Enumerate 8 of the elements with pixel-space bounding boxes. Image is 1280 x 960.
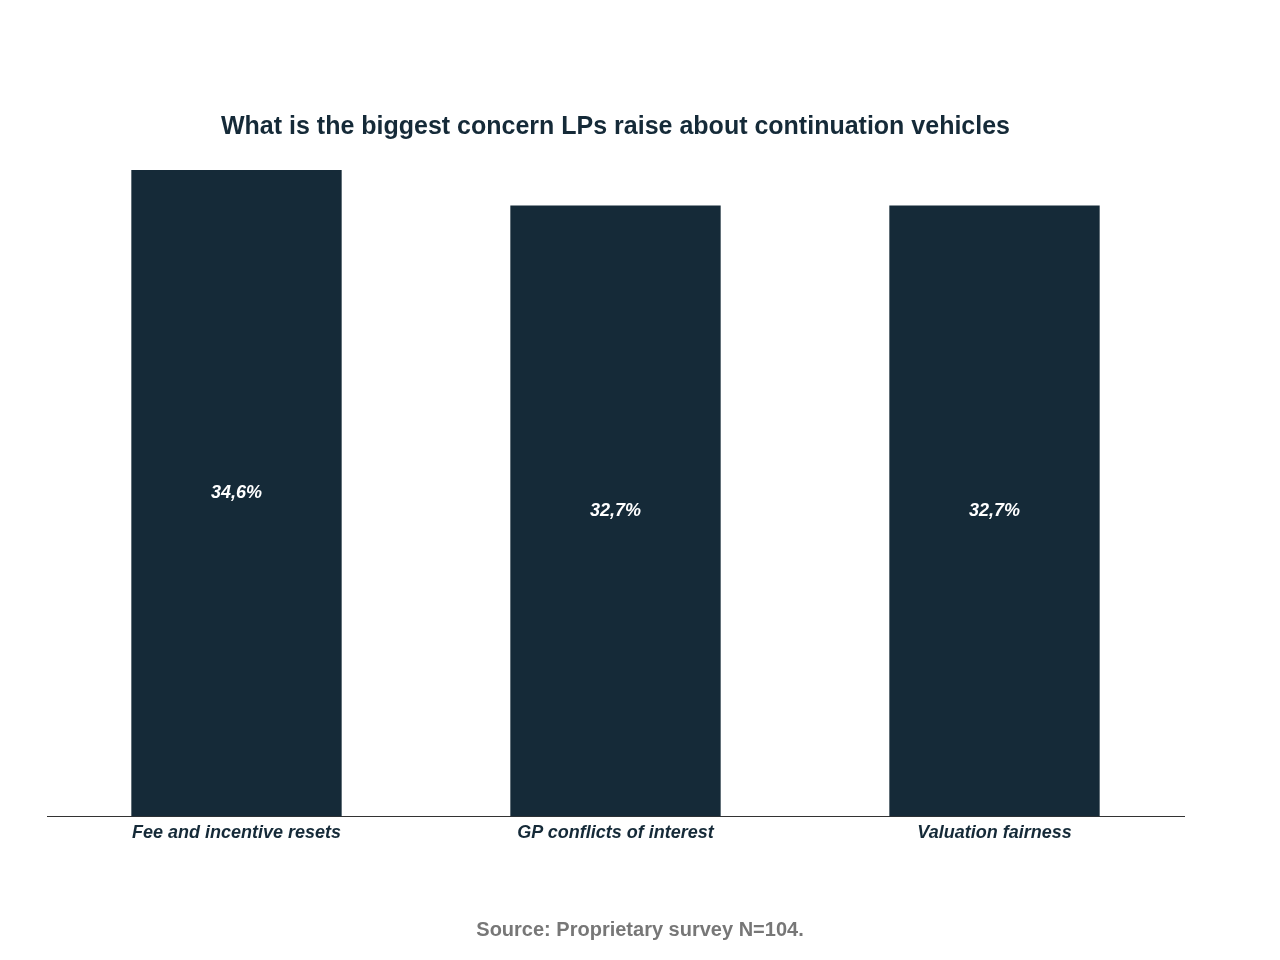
x-tick-label: Fee and incentive resets — [131, 822, 342, 843]
source-note: Source: Proprietary survey N=104. — [476, 917, 804, 940]
x-tick-label: GP conflicts of interest — [517, 822, 715, 843]
chart-title: What is the biggest concern LPs raise about continuation vehicles — [220, 110, 1011, 139]
data-label: 32,7% — [968, 499, 1021, 520]
data-label: 32,7% — [589, 499, 642, 520]
data-label: 34,6% — [210, 482, 263, 503]
x-tick-label: Valuation fairness — [917, 822, 1072, 843]
